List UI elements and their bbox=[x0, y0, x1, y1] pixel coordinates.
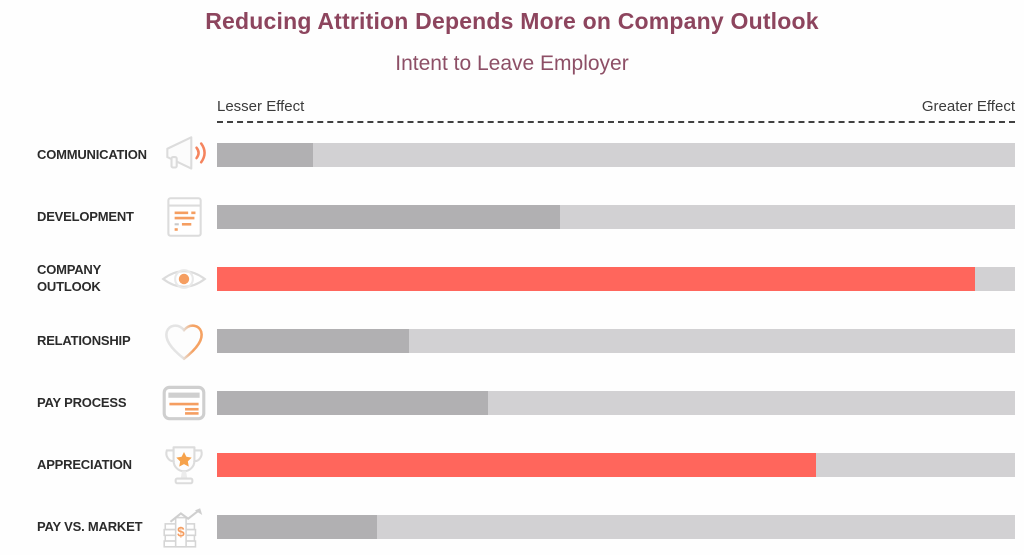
bar-track bbox=[217, 391, 1015, 415]
attrition-infographic: Reducing Attrition Depends More on Compa… bbox=[0, 8, 1024, 555]
trophy-icon bbox=[150, 439, 217, 491]
category-label: RELATIONSHIP bbox=[37, 332, 131, 348]
category-label: APPRECIATION bbox=[37, 456, 132, 472]
bar-track bbox=[217, 453, 1015, 477]
category-label: COMMUNICATION bbox=[37, 146, 147, 162]
axis-dashed-line bbox=[217, 121, 1015, 123]
megaphone-icon bbox=[150, 129, 217, 181]
chart-row: DEVELOPMENT bbox=[0, 186, 1024, 248]
eye-icon bbox=[150, 253, 217, 305]
axis-label-lesser-effect: Lesser Effect bbox=[217, 98, 305, 115]
chart-row: PAY VS. MARKET $ bbox=[0, 496, 1024, 555]
bar-fill bbox=[217, 143, 313, 167]
page-title: Reducing Attrition Depends More on Compa… bbox=[205, 8, 819, 34]
bar-track bbox=[217, 205, 1015, 229]
bar-track bbox=[217, 267, 1015, 291]
bar-track bbox=[217, 515, 1015, 539]
chart-row: PAY PROCESS bbox=[0, 372, 1024, 434]
bar-fill bbox=[217, 453, 816, 477]
svg-text:$: $ bbox=[177, 524, 185, 539]
category-label: PAY VS. MARKET bbox=[37, 518, 143, 534]
bar-track bbox=[217, 329, 1015, 353]
credit-card-icon bbox=[150, 377, 217, 429]
chart-row: COMPANY OUTLOOK bbox=[0, 248, 1024, 310]
document-icon bbox=[150, 191, 217, 243]
category-label: PAY PROCESS bbox=[37, 394, 127, 410]
axis-labels: Lesser Effect Greater Effect bbox=[217, 98, 1015, 115]
bar-fill bbox=[217, 267, 976, 291]
category-label: DEVELOPMENT bbox=[37, 208, 134, 224]
heart-icon bbox=[150, 315, 217, 367]
chart-row: COMMUNICATION bbox=[0, 124, 1024, 186]
bar-fill bbox=[217, 329, 409, 353]
chart-row: APPRECIATION bbox=[0, 434, 1024, 496]
chart-row: RELATIONSHIP bbox=[0, 310, 1024, 372]
chart-rows: COMMUNICATION DEVELOPMENT COMPANY OUTLOO… bbox=[0, 124, 1024, 555]
bar-fill bbox=[217, 205, 561, 229]
category-label: COMPANY OUTLOOK bbox=[37, 262, 101, 294]
bar-fill bbox=[217, 391, 489, 415]
axis-label-greater-effect: Greater Effect bbox=[921, 98, 1015, 115]
bar-track bbox=[217, 143, 1015, 167]
money-growth-icon: $ bbox=[150, 501, 217, 553]
page-subtitle: Intent to Leave Employer bbox=[395, 52, 629, 75]
bar-fill bbox=[217, 515, 377, 539]
